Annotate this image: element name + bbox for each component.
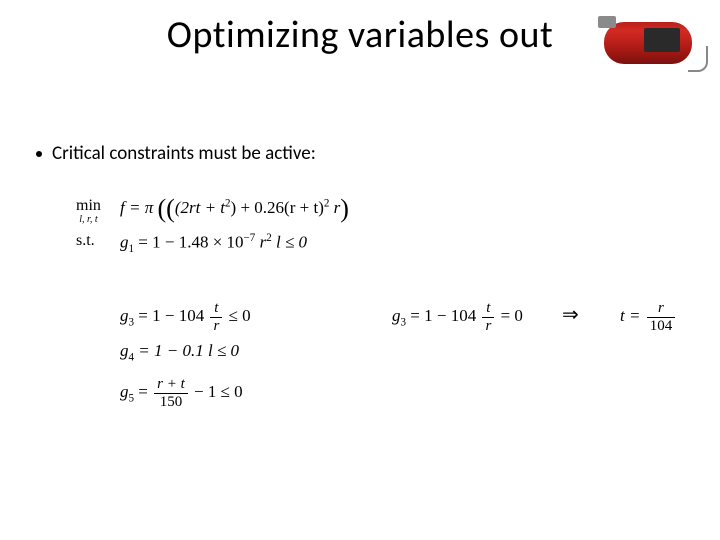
f-prefix: f = π (120, 198, 153, 217)
g3-num: t (210, 300, 222, 318)
g3b-frac: tr (482, 300, 494, 334)
g5-den: 150 (154, 394, 188, 411)
g3-den: r (210, 318, 222, 335)
slide-title: Optimizing variables out (0, 12, 720, 58)
constraint-g4: g4 = 1 − 0.1 l ≤ 0 (120, 342, 239, 364)
g3b-g: g (392, 306, 401, 325)
constraint-g3: g3 = 1 − 104 tr ≤ 0 (120, 300, 251, 334)
g1-r: r (255, 233, 266, 252)
g4-g: g (120, 341, 129, 360)
f-term1: (2rt + t (175, 198, 225, 217)
g5-g: g (120, 382, 129, 401)
t-den: 104 (647, 318, 676, 335)
constraint-g1: g1 = 1 − 1.48 × 10−7 r2 l ≤ 0 (120, 232, 307, 255)
slide: Optimizing variables out Critical constr… (0, 0, 720, 540)
objective-f: f = π (((2rt + t2) + 0.26(r + t)2 r) (120, 195, 349, 224)
min-text: min (76, 197, 101, 214)
lparen1: ( (157, 194, 166, 223)
constraint-g5: g5 = r + t150 − 1 ≤ 0 (120, 376, 243, 410)
g1-end: l ≤ 0 (272, 233, 307, 252)
g3b-end: = 0 (496, 306, 523, 325)
g5-post: − 1 ≤ 0 (190, 382, 243, 401)
g3b-den: r (482, 318, 494, 335)
min-label: min l, r, t (76, 197, 101, 225)
f-plus: + 0.26(r + t) (236, 198, 324, 217)
g5-num: r + t (154, 376, 188, 394)
bullet-dot (36, 151, 42, 157)
bullet-row: Critical constraints must be active: (36, 142, 316, 165)
f-tail: r (329, 198, 340, 217)
min-vars: l, r, t (76, 214, 101, 225)
g3-body: = 1 − 104 (134, 306, 208, 325)
g4-body: = 1 − 0.1 l ≤ 0 (134, 341, 239, 360)
g3b-body: = 1 − 104 (406, 306, 480, 325)
lparen2: ( (166, 194, 175, 223)
t-eq: t = (620, 306, 645, 325)
t-result: t = r104 (620, 300, 677, 334)
g5-pre: = (134, 382, 152, 401)
st-label: s.t. (76, 232, 95, 250)
g3-g: g (120, 306, 129, 325)
implies-symbol: ⇒ (562, 304, 579, 326)
g3-active: g3 = 1 − 104 tr = 0 (392, 300, 523, 334)
g3b-num: t (482, 300, 494, 318)
g3-frac: tr (210, 300, 222, 334)
t-num: r (647, 300, 676, 318)
g1-body: = 1 − 1.48 × 10 (134, 233, 244, 252)
rparen: ) (340, 194, 349, 223)
g5-frac: r + t150 (154, 376, 188, 410)
g3-end: ≤ 0 (224, 306, 250, 325)
t-frac: r104 (647, 300, 676, 334)
bullet-text: Critical constraints must be active: (52, 142, 316, 165)
g1-sup: −7 (244, 232, 256, 244)
g1-g: g (120, 233, 129, 252)
